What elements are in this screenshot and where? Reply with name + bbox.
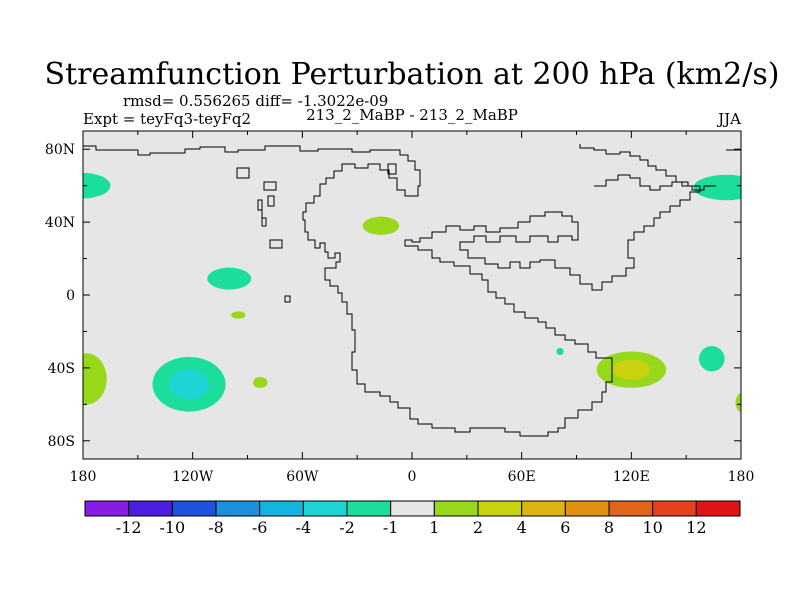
colorbar-label: 12	[686, 518, 706, 537]
colorbar-box	[433, 500, 479, 517]
anomaly-band	[735, 393, 741, 412]
anomaly-band	[252, 377, 268, 388]
anomaly-blob	[231, 311, 246, 319]
coastline	[269, 239, 283, 249]
anomaly-blob	[693, 174, 741, 201]
x-tick-label: 60W	[286, 469, 319, 485]
x-tick-label: 60E	[508, 469, 536, 485]
colorbar-label: 1	[429, 518, 439, 537]
anomaly-blob	[207, 267, 252, 290]
coastline	[594, 174, 716, 191]
colorbar-box	[346, 500, 392, 517]
coastline	[236, 167, 250, 179]
colorbar-box	[564, 500, 610, 517]
x-tick-label: 180	[728, 469, 755, 485]
colorbar-box	[259, 500, 304, 517]
anomaly-blob	[735, 393, 741, 412]
colorbar-box	[608, 500, 654, 517]
anomaly-blob	[596, 351, 667, 388]
colorbar-label: 10	[642, 518, 662, 537]
anomaly-blob	[252, 377, 268, 388]
coastline	[387, 163, 397, 175]
colorbar-label: -8	[208, 518, 224, 537]
coastline	[257, 199, 267, 227]
anomaly-band	[612, 359, 651, 380]
x-tick-label: 120W	[172, 469, 214, 485]
colorbar-box	[695, 500, 741, 517]
coastline	[263, 181, 277, 191]
anomaly-blob	[698, 346, 725, 372]
anomaly-band	[698, 346, 725, 372]
right-label: JJA	[716, 110, 741, 128]
colorbar-box	[215, 500, 261, 517]
anomaly-blob	[83, 353, 107, 405]
coastline	[267, 195, 275, 207]
x-tick-label: 120E	[613, 469, 650, 485]
x-tick-label: 0	[408, 469, 417, 485]
chart-title: Streamfunction Perturbation at 200 hPa (…	[45, 57, 780, 92]
colorbar-label: 6	[560, 518, 570, 537]
colorbar-box	[171, 500, 217, 517]
anomaly-band	[207, 267, 252, 290]
y-tick-label: 40N	[45, 215, 75, 231]
colorbar-label: -12	[116, 518, 142, 537]
anomaly-band	[83, 172, 111, 199]
anomaly-blob	[362, 216, 400, 235]
stats-line: rmsd= 0.556265 diff= -1.3022e-09	[123, 92, 388, 110]
anomaly-band	[168, 369, 210, 400]
anomaly-blob	[152, 356, 226, 412]
coastline	[284, 295, 291, 303]
colorbar-label: -1	[383, 518, 399, 537]
colorbar-box	[390, 500, 435, 517]
colorbar-box	[652, 500, 697, 517]
anomaly-band	[362, 216, 400, 235]
colorbar-label: -2	[339, 518, 355, 537]
colorbar-box	[128, 500, 173, 517]
y-tick-label: 40S	[48, 361, 75, 377]
colorbar-box	[302, 500, 348, 517]
colorbar-label: -6	[252, 518, 268, 537]
y-tick-label: 0	[66, 288, 75, 304]
anomaly-band	[693, 174, 741, 201]
center-label: 213_2_MaBP - 213_2_MaBP	[306, 106, 518, 124]
colorbar-label: -4	[296, 518, 312, 537]
anomaly-band	[231, 311, 246, 319]
colorbar-box	[521, 500, 566, 517]
y-tick-label: 80S	[48, 434, 75, 450]
colorbar-label: -10	[159, 518, 185, 537]
colorbar-label: 4	[517, 518, 527, 537]
colorbar-label: 2	[473, 518, 483, 537]
anomaly-blob	[83, 172, 111, 199]
coastline	[83, 144, 701, 437]
colorbar-box	[84, 500, 130, 517]
x-tick-label: 180	[70, 469, 97, 485]
anomaly-band	[83, 353, 107, 405]
anomaly-blob	[556, 347, 564, 356]
colorbar-box	[477, 500, 523, 517]
left-label: Expt = teyFq3-teyFq2	[83, 110, 251, 128]
colorbar-label: 8	[604, 518, 614, 537]
y-tick-label: 80N	[45, 142, 75, 158]
anomaly-band	[556, 347, 564, 356]
